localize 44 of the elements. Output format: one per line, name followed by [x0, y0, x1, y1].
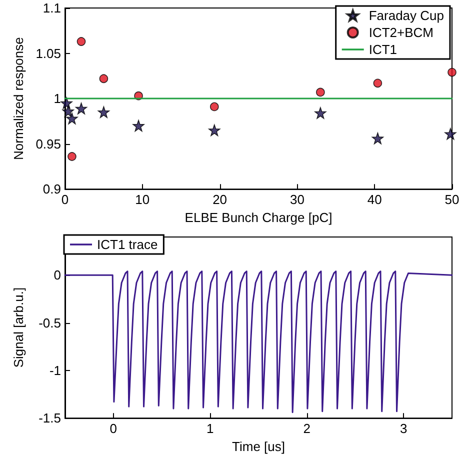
point: [448, 68, 456, 77]
x-tick-label: 10: [135, 192, 150, 208]
point: [75, 102, 88, 114]
point: [98, 106, 110, 118]
point: [208, 124, 220, 136]
legend-label: Faraday Cup: [368, 8, 444, 23]
point: [76, 37, 86, 46]
y-tick-label: 0: [54, 268, 61, 283]
y-tick-label: 0.9: [42, 182, 61, 197]
x-tick-label: 30: [290, 192, 304, 208]
point: [210, 102, 219, 112]
y-tick-label: 0.95: [36, 136, 61, 152]
y-tick-label: -0.5: [38, 315, 61, 330]
y-tick-label: -1: [49, 362, 61, 378]
x-tick-label: 50: [444, 192, 460, 208]
point: [372, 132, 384, 144]
x-tick-label: 20: [212, 192, 228, 208]
x-axis-title: ELBE Bunch Charge [pC]: [184, 210, 332, 225]
x-tick-label: 1: [206, 421, 214, 436]
y-tick-label: -1.5: [38, 410, 61, 426]
y-tick-label: 1: [54, 91, 61, 106]
point: [373, 78, 382, 88]
point: [444, 128, 456, 140]
point: [66, 112, 78, 124]
legend-label: ICT2+BCM: [368, 25, 434, 40]
x-tick-label: 2: [303, 421, 310, 436]
y-tick-label: 1.05: [36, 46, 61, 61]
point: [68, 152, 76, 161]
y-axis-title: Normalized response: [10, 37, 26, 160]
x-tick-label: 3: [400, 421, 408, 436]
legend-label: ICT1: [368, 42, 398, 57]
point: [316, 88, 325, 97]
point: [62, 105, 74, 118]
point: [60, 97, 72, 109]
point: [132, 120, 144, 132]
x-tick-label: 40: [367, 192, 382, 208]
line-series: [64, 270, 453, 414]
y-tick-label: 1.1: [42, 0, 61, 16]
x-axis-title: Time [us]: [232, 439, 285, 454]
y-axis-title: Signal [arb.u.]: [11, 287, 26, 368]
point: [99, 74, 108, 84]
legend-label: ICT1 trace: [97, 237, 158, 252]
x-tick-label: 0: [110, 421, 117, 436]
point: [314, 107, 326, 119]
